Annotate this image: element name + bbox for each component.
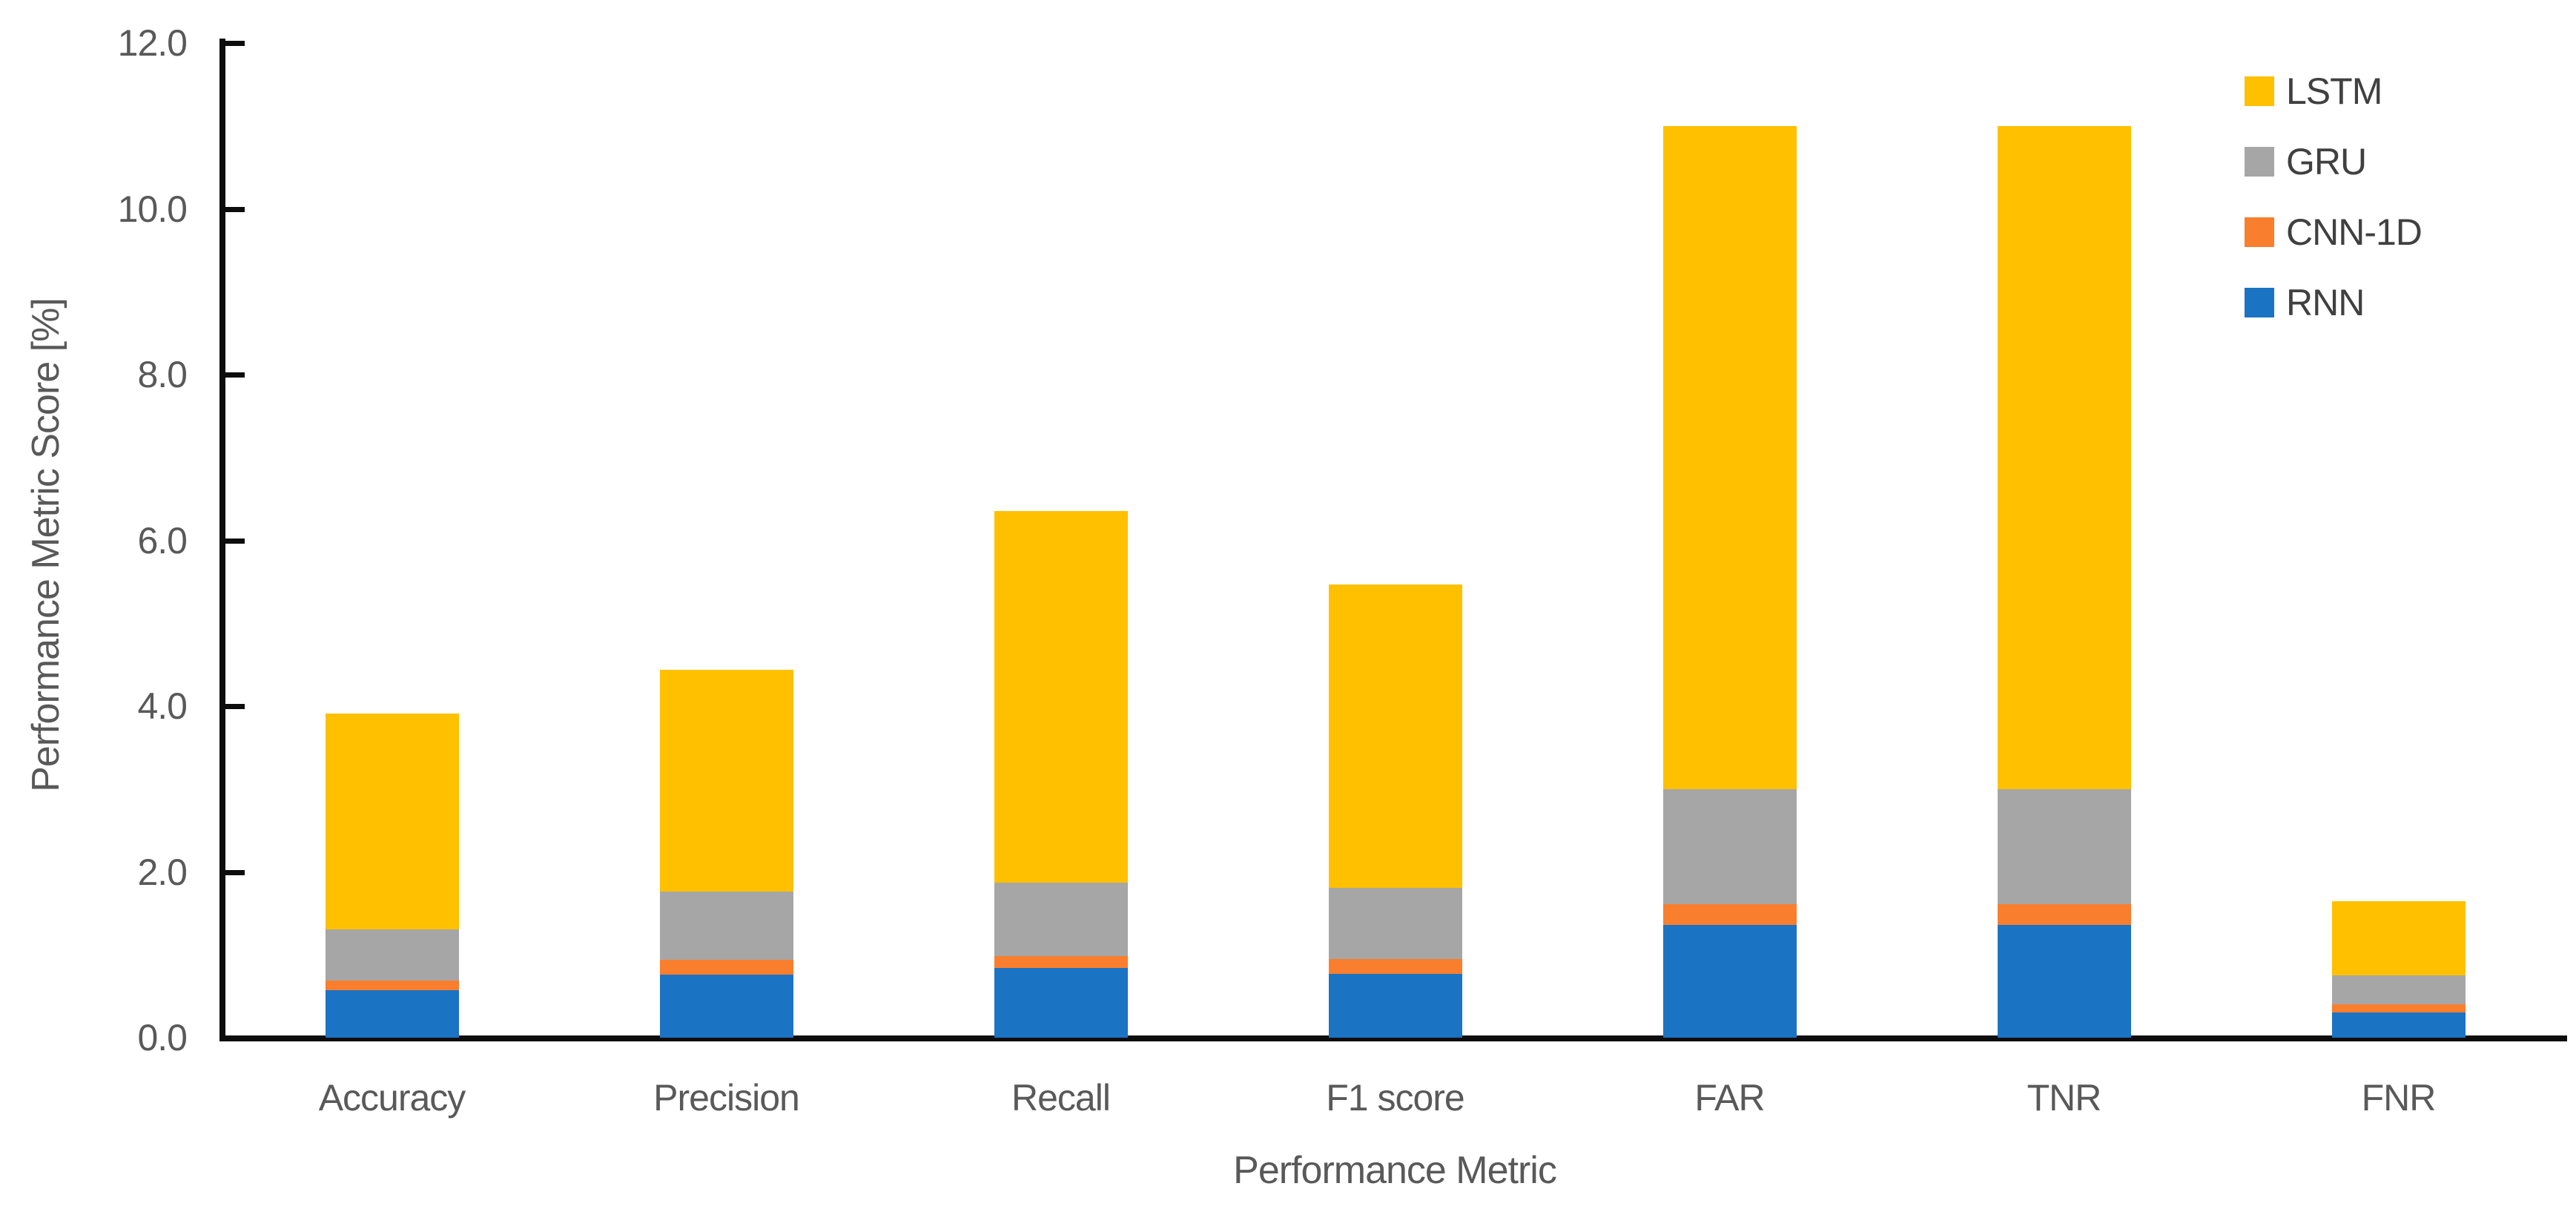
bar-segment-lstm (1328, 584, 1462, 888)
bar-f1-score (1328, 584, 1462, 1038)
bar-segment-rnn (1328, 973, 1462, 1038)
y-tick-label: 6.0 (137, 519, 188, 561)
x-tick-label: Recall (1011, 1077, 1111, 1119)
bar-segment-cnn-1d (2331, 1004, 2466, 1013)
bar-recall (994, 511, 1128, 1038)
bar-segment-lstm (994, 511, 1128, 883)
bar-segment-gru (1328, 887, 1462, 959)
y-tick (225, 869, 245, 875)
x-tick-label: TNR (2027, 1077, 2102, 1119)
legend-item-rnn: RNN (2245, 282, 2422, 323)
legend: LSTM GRU CNN-1D RNN (2245, 70, 2423, 323)
x-tick-label: Accuracy (318, 1077, 466, 1119)
bar-segment-cnn-1d (325, 980, 459, 991)
legend-label: RNN (2286, 282, 2365, 323)
bar-segment-gru (325, 929, 459, 981)
bar-segment-gru (1662, 788, 1797, 905)
x-axis-line (219, 1035, 2567, 1041)
bar-segment-lstm (1662, 125, 1797, 789)
bar-segment-lstm (1997, 125, 2131, 789)
bar-segment-cnn-1d (1328, 958, 1462, 974)
bar-segment-gru (659, 892, 793, 960)
y-tick-label: 4.0 (137, 685, 188, 727)
bar-segment-gru (994, 883, 1128, 957)
legend-item-gru: GRU (2245, 141, 2422, 182)
bar-segment-lstm (325, 714, 459, 929)
bar-segment-lstm (659, 669, 793, 892)
bar-segment-cnn-1d (1997, 904, 2131, 926)
x-axis-title: Performance Metric (1233, 1149, 1557, 1192)
legend-swatch-icon (2245, 76, 2274, 106)
bar-accuracy (325, 714, 459, 1038)
bar-segment-rnn (994, 968, 1128, 1038)
x-tick-label: FNR (2361, 1077, 2437, 1119)
bar-segment-cnn-1d (994, 956, 1128, 969)
legend-item-cnn-1d: CNN-1D (2245, 211, 2423, 253)
legend-label: GRU (2286, 141, 2367, 182)
bar-segment-cnn-1d (1662, 904, 1797, 926)
y-axis-line (219, 39, 225, 1041)
bar-segment-rnn (2331, 1012, 2466, 1038)
bar-tnr (1997, 125, 2131, 1038)
bar-segment-gru (1997, 788, 2131, 905)
y-tick-label: 12.0 (117, 22, 188, 64)
bar-precision (659, 669, 793, 1038)
legend-label: CNN-1D (2286, 211, 2423, 253)
bar-segment-rnn (325, 990, 459, 1038)
bar-segment-rnn (1997, 925, 2131, 1038)
y-tick (225, 538, 245, 544)
y-tick-label: 10.0 (117, 188, 188, 230)
legend-item-lstm: LSTM (2245, 70, 2422, 112)
x-tick-label: Precision (653, 1077, 800, 1119)
bar-segment-lstm (2331, 900, 2466, 976)
y-tick (225, 41, 245, 46)
y-tick (225, 1035, 245, 1041)
y-tick-label: 8.0 (137, 354, 188, 395)
legend-swatch-icon (2245, 288, 2274, 317)
bar-segment-gru (2331, 975, 2466, 1005)
y-tick (225, 372, 245, 378)
x-tick-label: F1 score (1326, 1077, 1465, 1119)
x-tick-label: FAR (1694, 1077, 1765, 1119)
legend-swatch-icon (2245, 217, 2274, 247)
y-tick-label: 0.0 (137, 1017, 188, 1058)
y-tick-label: 2.0 (137, 851, 188, 893)
bar-far (1662, 125, 1797, 1038)
legend-label: LSTM (2286, 70, 2382, 112)
bar-fnr (2331, 900, 2466, 1038)
bar-segment-cnn-1d (659, 959, 793, 975)
bar-segment-rnn (659, 975, 793, 1038)
y-tick (225, 704, 245, 709)
y-tick (225, 206, 245, 212)
legend-swatch-icon (2245, 147, 2274, 177)
bar-segment-rnn (1662, 925, 1797, 1038)
